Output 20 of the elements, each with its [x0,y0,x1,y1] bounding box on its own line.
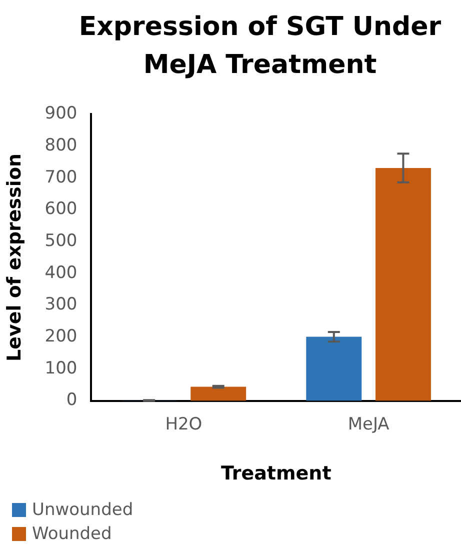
bar [306,336,362,401]
y-tick-label: 300 [44,294,78,315]
y-tick-label: 700 [44,167,78,188]
x-tick-label: H2O [165,414,202,434]
y-tick-label: 900 [44,104,78,124]
legend-label: Unwounded [32,500,134,520]
y-tick-label: 200 [44,326,78,347]
y-tick-label: 0 [66,390,78,410]
chart-title: Expression of SGT Under MeJA Treatment [78,11,442,82]
x-tick-label: MeJA [348,414,390,434]
y-tick-label: 100 [44,358,78,378]
x-axis-title: Treatment [220,462,332,485]
y-tick-label: 500 [44,231,78,251]
y-axis-title: Level of expression [3,153,26,362]
legend-label: Wounded [32,524,112,544]
y-tick-label: 400 [44,262,78,283]
y-tick-label: 600 [44,199,78,220]
y-tick-label: 800 [44,135,78,156]
bar [190,386,246,401]
bar [375,168,431,401]
